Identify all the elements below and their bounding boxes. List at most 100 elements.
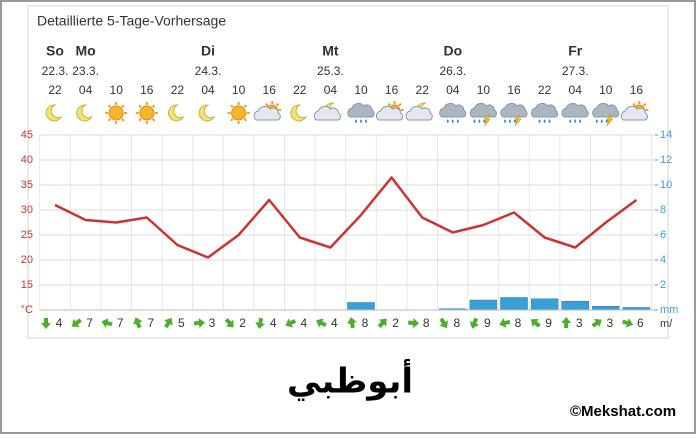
- date-label: 27.3.: [562, 64, 589, 78]
- y2-tick-label: 8: [660, 204, 666, 216]
- cloud: [405, 105, 433, 121]
- temperature-line: [54, 176, 638, 259]
- sun-ray: [230, 104, 234, 109]
- wind-speed: 5: [178, 316, 185, 330]
- wind-speed: 8: [423, 316, 430, 330]
- rain-drop: [451, 119, 454, 123]
- hour-label: 16: [507, 83, 521, 97]
- hour-label: 16: [140, 83, 154, 97]
- wind-arrow: [408, 318, 420, 328]
- rain-drop: [504, 119, 506, 123]
- moon: [290, 104, 308, 122]
- wind-arrow: [499, 318, 511, 328]
- weather-icon: [620, 101, 649, 121]
- cloud: [469, 102, 497, 118]
- hour-label: 22: [293, 83, 307, 97]
- y-tick-label: 20: [21, 254, 33, 266]
- y-tick-label: °C: [21, 304, 33, 316]
- wind-arrow: [101, 318, 113, 328]
- rain-drop: [595, 119, 598, 123]
- wind-arrow: [224, 317, 234, 328]
- wind-speed: 9: [484, 316, 491, 330]
- weather-icon: [76, 104, 93, 122]
- sun-ray: [230, 117, 234, 122]
- weather-icon: [45, 104, 63, 122]
- cloud: [620, 105, 648, 121]
- cloud: [561, 102, 589, 118]
- precip-bar: [592, 306, 620, 311]
- y-tick-label: 30: [21, 204, 33, 216]
- rain-drop: [538, 119, 541, 123]
- date-label: 25.3.: [317, 64, 344, 78]
- sun-ray: [138, 117, 142, 122]
- weather-icon: [561, 102, 589, 123]
- y2-tick-label: 2: [660, 279, 666, 291]
- city-name: أبوظبي: [287, 359, 413, 402]
- hour-label: 04: [201, 83, 215, 97]
- hour-label: 22: [416, 83, 430, 97]
- rain-drop: [569, 119, 572, 123]
- hour-label: 16: [263, 83, 277, 97]
- y2-tick-label: 14: [660, 129, 672, 141]
- date-label: 24.3.: [195, 64, 222, 78]
- weather-icon: [105, 102, 128, 124]
- credit: ©Mekshat.com: [570, 403, 676, 420]
- rain-drop: [514, 119, 516, 123]
- y-tick-label: 45: [21, 129, 33, 141]
- y2-tick-label: 10: [660, 179, 672, 191]
- y2-tick-label: mm: [660, 304, 678, 316]
- wind-speed: 2: [239, 316, 246, 330]
- rain-drop: [543, 119, 546, 123]
- moon: [45, 104, 63, 122]
- wind-arrow: [561, 317, 572, 329]
- sun-ray: [275, 102, 280, 107]
- weather-icon: [135, 102, 158, 124]
- date-label: 26.3.: [439, 64, 466, 78]
- rain-drop: [483, 119, 486, 123]
- weather-icon: [347, 102, 375, 123]
- hour-label: 04: [569, 83, 583, 97]
- rain-drop: [355, 119, 357, 123]
- moon: [168, 104, 185, 122]
- y-tick-label: 15: [21, 279, 33, 291]
- weather-icon: [376, 101, 404, 121]
- weather-icon: [531, 102, 559, 123]
- day-label: Di: [201, 43, 215, 59]
- hour-label: 22: [48, 83, 62, 97]
- cloud: [592, 102, 620, 118]
- wind-arrow: [316, 318, 327, 328]
- wind-speed: 7: [86, 316, 93, 330]
- sun-ray: [632, 102, 636, 107]
- day-label: Mt: [322, 43, 339, 59]
- moon: [76, 104, 93, 122]
- wind-arrow: [377, 318, 387, 329]
- sun: [108, 105, 124, 121]
- sun-ray: [121, 117, 125, 122]
- rain-drop: [509, 119, 511, 123]
- wind-speed: 8: [515, 316, 522, 330]
- weather-icon: [253, 101, 282, 121]
- weather-icon: [198, 104, 216, 122]
- rain-drop: [365, 119, 367, 123]
- rain-drop: [579, 119, 582, 123]
- wind-arrow: [41, 318, 51, 329]
- wind-arrow: [469, 317, 480, 329]
- y2-tick-label: 4: [660, 254, 666, 266]
- weather-icon: [313, 102, 341, 121]
- wind-arrow: [193, 318, 205, 328]
- wind-arrow: [285, 318, 297, 328]
- wind-speed: 3: [209, 316, 216, 330]
- hour-label: 04: [79, 83, 93, 97]
- sun-ray: [387, 102, 392, 107]
- wind-speed: 2: [392, 316, 399, 330]
- weather-icon: [290, 104, 308, 122]
- weather-icon: [592, 102, 620, 127]
- y2-tick-label: 12: [660, 154, 672, 166]
- wind-arrow: [71, 318, 82, 327]
- rain-drop: [473, 119, 476, 123]
- panel: [27, 5, 669, 339]
- wind-speed: 7: [117, 316, 124, 330]
- sun-ray: [107, 117, 112, 122]
- wind-speed: 7: [147, 316, 154, 330]
